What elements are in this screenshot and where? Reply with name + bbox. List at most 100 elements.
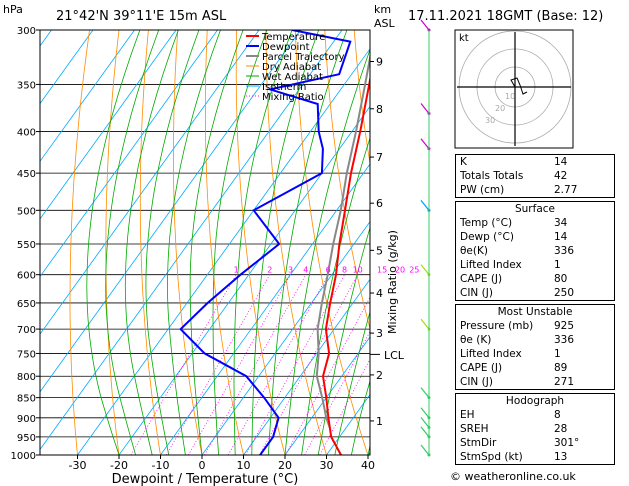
dry-adiabat-line [173,30,203,455]
index-row: Temp (°C) 34 [456,216,614,230]
wet-adiabat-line [86,30,141,455]
isotherm-line [118,105,370,455]
legend-label: Dewpoint [262,42,310,53]
index-label: SREH [460,423,489,435]
mixing-ratio-label: 25 [409,266,419,275]
dry-adiabat-line [353,30,370,166]
copyright-text: © weatheronline.co.uk [450,470,576,483]
axes: 3003504004505005506006507007508008509009… [11,26,420,472]
temperature-tick-label: -20 [110,459,128,472]
mixing-ratio-line [319,358,370,455]
index-label: CAPE (J) [460,362,503,374]
wet-adiabat-line [351,379,370,455]
index-label: Pressure (mb) [460,320,534,332]
most-unstable-box: Most Unstable Pressure (mb) 925 θe (K) 336… [455,304,615,390]
index-value: 14 [554,156,568,168]
index-value: 271 [554,376,575,388]
mixing-ratio-label: 10 [353,266,363,275]
altitude-tick-label: 2 [376,369,383,382]
pressure-tick-label: 750 [17,349,36,360]
hodograph-unit: kt [459,33,469,44]
dry-adiabat-line [619,30,629,455]
legend-label: Dry Adiabat [262,62,321,73]
index-value: 250 [554,287,575,299]
temperature-line [321,74,370,455]
pressure-tick-label: 850 [17,394,36,405]
wind-barb [420,387,430,399]
index-label: CIN (J) [460,287,493,299]
index-row: θe (K) 336 [456,333,614,347]
pressure-tick-label: 600 [17,271,36,282]
index-value: 336 [554,334,575,346]
temperature-tick-label: -10 [152,459,170,472]
mixing-ratio-label: 1 [234,266,239,275]
isotherm-line [40,30,218,278]
pressure-tick-label: 700 [17,325,36,336]
wet-adiabat-line [301,136,370,455]
index-row: StmDir 301° [456,436,614,450]
isotherm-line [40,30,301,393]
wet-adiabat-line [284,48,370,455]
mixing-ratio-line [259,274,359,455]
isotherm-line [40,30,260,335]
wind-barb [420,138,430,150]
index-row: Pressure (mb) 925 [456,319,614,333]
pressure-tick-label: 1000 [11,451,36,462]
index-label: Totals Totals [460,170,524,182]
pressure-tick-label: 450 [17,169,36,180]
mixing-ratio-line [245,274,345,455]
mixing-ratio-line [304,330,370,455]
index-label: Lifted Index [460,259,522,271]
index-label: θe (K) [460,334,492,346]
index-row: Lifted Index 1 [456,347,614,361]
pressure-tick-label: 500 [17,206,36,217]
index-row: Dewp (°C) 14 [456,230,614,244]
index-label: K [460,156,467,168]
altitude-tick-label: 1 [376,415,383,428]
temperature-tick-label: 10 [237,459,251,472]
profiles [179,30,370,455]
isotherm-line [243,278,370,455]
wind-barb [420,264,430,276]
dry-adiabat-line [324,30,370,331]
wind-barb [420,417,430,428]
hodograph-ring-label: 10 [505,92,515,101]
index-value: 14 [554,231,568,243]
x-axis-label: Dewpoint / Temperature (°C) [112,472,299,486]
index-value: 13 [554,451,568,463]
altitude-tick-label: 7 [376,151,383,164]
plot-frame [39,29,371,456]
index-label: StmSpd (kt) [460,451,523,463]
index-value: 28 [554,423,568,435]
wind-barb [420,19,430,31]
index-row: θe(K) 336 [456,244,614,258]
wet-adiabat-line [317,226,370,455]
isotherm-line [40,30,177,220]
dry-adiabat-line [69,30,90,455]
wind-barbs [420,19,431,457]
mixing-ratio-line [227,274,329,455]
altitude-tick-label: 4 [376,287,383,300]
legend-label: Parcel Trajectory [262,52,345,63]
index-label: Dewp (°C) [460,231,514,243]
isotherm-line [284,336,370,455]
hodograph-ring-label: 30 [485,116,495,125]
isotherm-line [77,48,370,455]
mixing-ratio-label: 15 [377,266,387,275]
pressure-tick-label: 800 [17,372,36,383]
index-label: Lifted Index [460,348,522,360]
location-title: 21°42'N 39°11'E 15m ASL [56,9,227,24]
wet-adiabat-line [167,30,221,455]
wet-adiabat-line [145,30,200,455]
index-value: 336 [554,245,575,257]
index-row: StmSpd (kt) 13 [456,450,614,464]
index-label: Temp (°C) [460,217,513,229]
index-value: 8 [554,409,561,421]
mixing-ratio-line [204,274,307,455]
background-lines [0,30,629,455]
isotherm-line [0,30,10,455]
mixing-ratio-axis-label: Mixing Ratio (g/kg) [386,230,399,334]
wet-adiabat-line [105,30,160,455]
